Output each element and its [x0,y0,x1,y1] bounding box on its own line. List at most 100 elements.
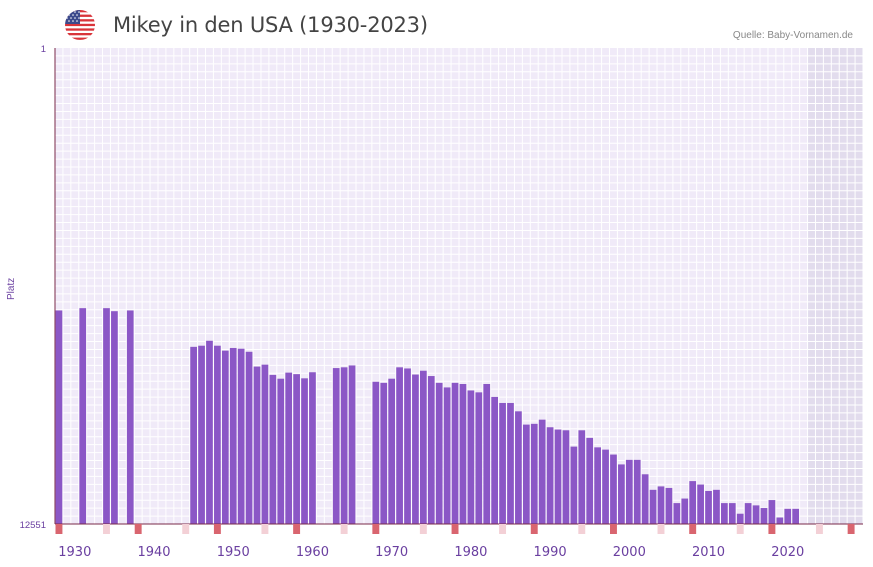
x-tick-marker [610,524,617,534]
bar [404,368,411,524]
bar [55,310,63,524]
bar [412,374,419,524]
bar [190,346,197,524]
bar [776,517,784,524]
bar [491,396,499,524]
bar [728,503,736,524]
x-tick-label: 2010 [692,545,725,560]
bar [562,430,570,524]
bar [522,424,530,524]
x-tick-label: 2020 [771,545,804,560]
bar [649,489,657,524]
bar [245,351,253,524]
x-tick-marker [689,524,697,534]
chart-title: Mikey in den USA (1930-2023) [113,13,428,37]
x-tick-marker [182,524,190,534]
x-tick-label: 1940 [137,545,170,560]
bar [221,350,229,524]
bar [332,368,340,524]
x-tick-marker [103,524,110,534]
bar [126,310,134,524]
bar [665,487,673,524]
bar [396,367,403,524]
bar [427,376,435,524]
bar [681,498,689,524]
bar [641,474,649,524]
y-tick-label: 1 [41,44,46,55]
bar [570,446,578,524]
bar [459,384,467,524]
bar [736,513,744,524]
x-tick-label: 1960 [296,545,329,560]
bar [451,382,459,524]
bar [277,378,285,524]
bar [499,402,506,524]
bar [372,381,380,524]
x-tick-marker [293,524,301,534]
bar [610,454,617,524]
x-tick-marker [451,524,459,534]
bar [515,411,522,524]
bar [348,365,356,524]
bar [443,387,451,524]
bar [768,500,776,524]
x-tick-marker [499,524,507,534]
bar [602,449,609,524]
bar [689,481,697,524]
x-tick-marker [530,524,538,534]
source-credit: Quelle: Baby-Vornamen.de [732,30,853,41]
bar [657,486,665,524]
bar [237,348,245,524]
x-tick-marker [847,524,855,534]
bar [435,382,443,524]
bar [214,345,221,524]
bar [198,345,205,524]
x-tick-label: 1930 [58,545,91,560]
bar [475,392,483,524]
y-tick-label: 12551 [20,520,46,531]
bar [618,464,625,524]
bar [111,311,118,524]
bar [507,402,514,524]
bar [206,340,213,524]
bar [752,505,760,524]
bar [792,508,800,524]
bar [784,508,792,524]
bar [705,490,712,524]
bar [380,382,388,524]
x-tick-marker [134,524,142,534]
x-tick-marker [657,524,665,534]
bar [697,484,704,524]
bar [261,364,269,524]
bar [309,372,316,524]
usa-flag-icon [65,10,95,40]
x-tick-marker [768,524,776,534]
bar [285,372,293,524]
x-tick-label: 1970 [375,545,408,560]
bar [530,423,538,524]
bar [633,459,641,524]
bar [546,427,554,524]
bar [103,308,110,524]
bar [673,503,681,524]
bar [760,508,768,524]
bar [721,503,728,524]
x-tick-marker [372,524,380,534]
bar [483,384,491,524]
bar [594,447,601,524]
bar [79,308,87,524]
bar [301,378,308,524]
bar [229,347,237,524]
x-tick-marker [213,524,221,534]
bar [388,378,396,524]
x-tick-marker [815,524,823,534]
bar [340,367,348,524]
x-tick-label: 1990 [534,545,567,560]
bar [586,437,594,524]
x-tick-marker [578,524,586,534]
x-tick-marker [55,524,63,534]
bar [554,429,562,524]
bar [538,419,546,524]
bar [253,366,261,524]
